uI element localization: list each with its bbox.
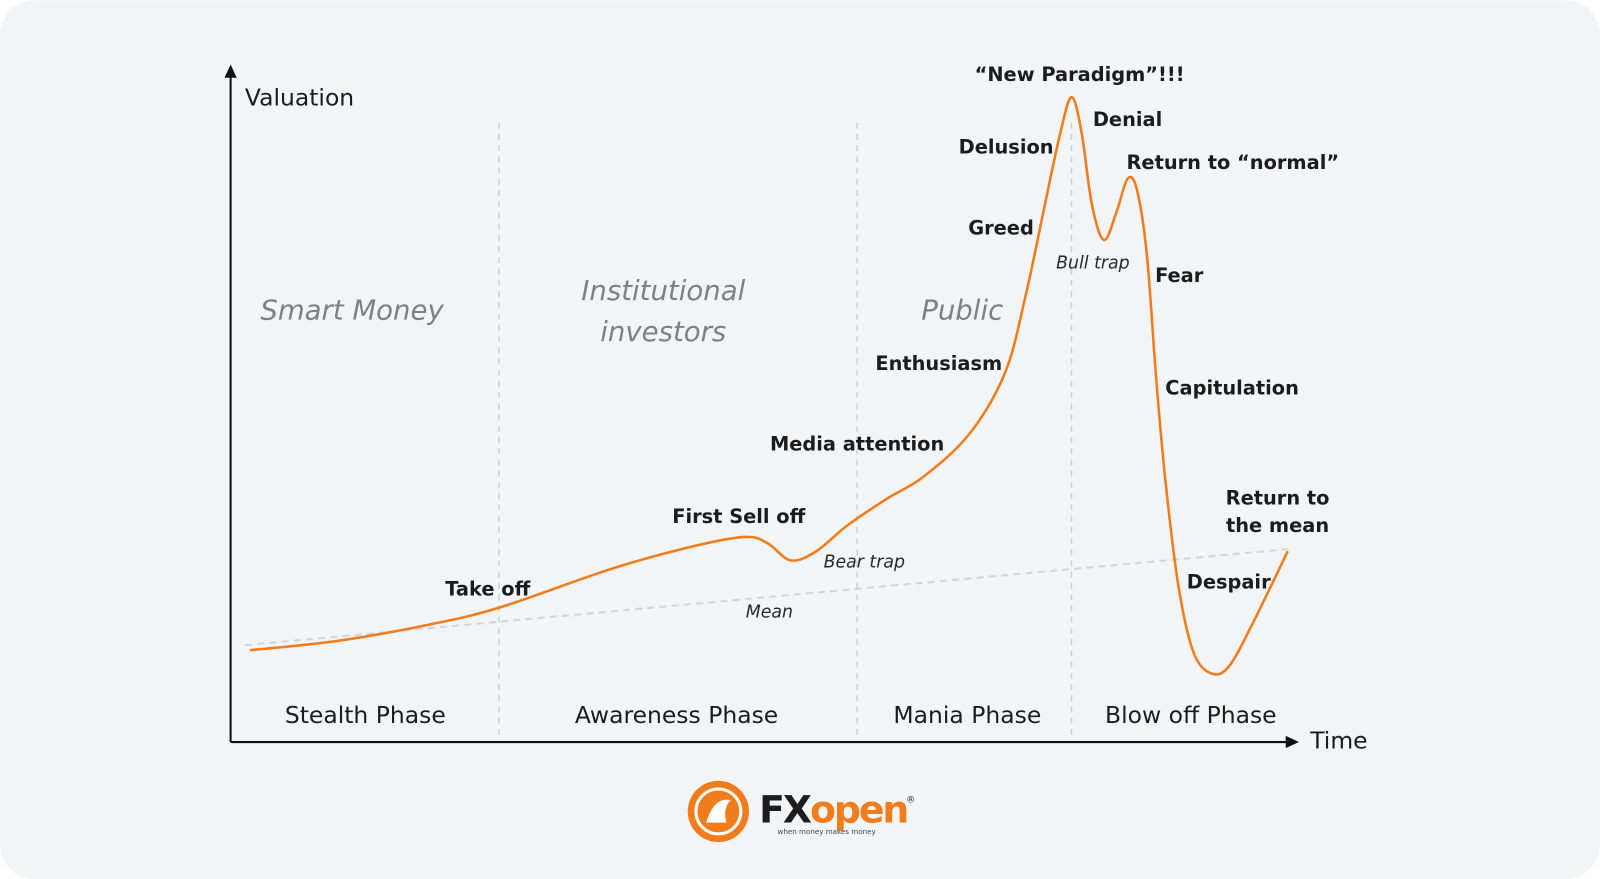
- stage-label: Enthusiasm: [875, 352, 1002, 375]
- logo-open: open: [810, 787, 907, 831]
- group-label: Institutional: [581, 275, 745, 307]
- x-arrow: [1285, 735, 1299, 749]
- group-label: Smart Money: [260, 294, 444, 326]
- x-axis-label: Time: [1309, 727, 1367, 755]
- labels: Smart Money Institutional investors Public S…: [260, 63, 1339, 729]
- stage-label: the mean: [1226, 514, 1329, 537]
- logo-registered: ®: [906, 795, 915, 806]
- stage-label: Return to: [1226, 487, 1330, 510]
- stage-label: Fear: [1155, 264, 1204, 287]
- note-label: Bull trap: [1056, 253, 1130, 273]
- logo-brand: FXopen: [759, 787, 907, 831]
- phase-label: Stealth Phase: [285, 701, 446, 729]
- y-axis-label: Valuation: [245, 84, 354, 112]
- note-label: Mean: [746, 602, 793, 622]
- phase-label: Blow off Phase: [1105, 701, 1277, 729]
- stage-label: Media attention: [770, 433, 944, 456]
- phase-label: Mania Phase: [893, 701, 1041, 729]
- stage-label: “New Paradigm”!!!: [975, 63, 1185, 86]
- note-label: Bear trap: [824, 552, 905, 572]
- cycle-curve: [249, 95, 1289, 676]
- y-arrow: [224, 64, 237, 78]
- stage-label: Capitulation: [1165, 376, 1299, 399]
- phase-label: Awareness Phase: [575, 701, 778, 729]
- mean-line: [244, 548, 1288, 647]
- stage-label: Return to “normal”: [1127, 151, 1340, 174]
- group-label: investors: [600, 316, 726, 348]
- logo: FXopen ® when money makes money: [687, 780, 915, 843]
- stage-label: First Sell off: [672, 505, 805, 528]
- stage-label: Greed: [968, 216, 1034, 239]
- stage-label: Denial: [1093, 108, 1162, 131]
- group-label: Public: [921, 294, 1003, 326]
- stage-label: Delusion: [959, 136, 1054, 159]
- logo-fx: FX: [759, 787, 812, 831]
- logo-bull: [706, 799, 731, 823]
- stage-label: Take off: [445, 578, 530, 601]
- phase-dividers: [498, 122, 1073, 737]
- stage-label: Despair: [1187, 570, 1271, 593]
- logo-emblem-ring: [694, 787, 743, 836]
- axes: [229, 71, 1291, 744]
- logo-tagline: when money makes money: [778, 827, 876, 836]
